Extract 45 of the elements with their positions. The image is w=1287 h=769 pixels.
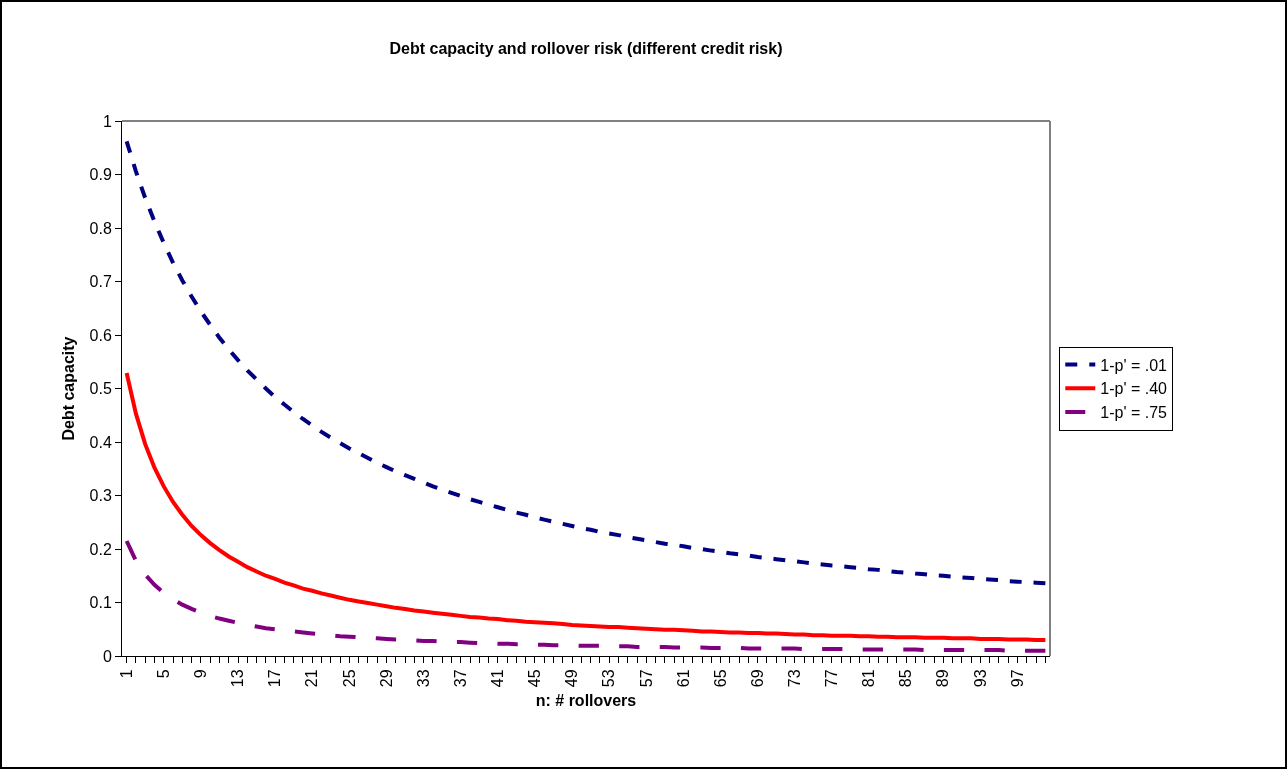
y-tick-label: 1 <box>102 112 112 130</box>
line-series <box>124 139 1048 586</box>
x-tick-label: 1 <box>117 669 135 679</box>
y-tick-label: 0.9 <box>89 166 112 184</box>
x-tick-label: 61 <box>674 669 692 688</box>
x-tick-label: 97 <box>1008 669 1026 688</box>
x-axis-title: n: # rollovers <box>535 691 637 709</box>
y-tick-label: 0.3 <box>89 487 112 505</box>
x-tick-label: 89 <box>934 669 952 688</box>
x-tick-label: 41 <box>489 669 507 688</box>
x-tick-label: 45 <box>526 669 544 688</box>
x-tick-label: 77 <box>823 669 841 688</box>
x-tick-label: 13 <box>229 669 247 688</box>
x-tick-label: 69 <box>748 669 766 688</box>
legend-label: 1-p' = .01 <box>1100 356 1168 374</box>
legend-label: 1-p' = .75 <box>1100 404 1168 422</box>
x-tick-label: 25 <box>340 669 358 688</box>
legend-label: 1-p' = .40 <box>1100 380 1168 398</box>
x-tick-label: 29 <box>377 669 395 688</box>
y-tick-label: 0 <box>102 647 112 665</box>
x-tick-label: 53 <box>600 669 618 688</box>
x-tick-label: 9 <box>192 669 210 679</box>
line-series <box>124 538 1048 653</box>
y-tick-label: 0.2 <box>89 540 112 558</box>
line-series <box>124 370 1048 642</box>
x-tick-label: 49 <box>563 669 581 688</box>
x-tick-label: 57 <box>637 669 655 688</box>
y-tick-label: 0.8 <box>89 219 112 237</box>
y-tick-label: 0.1 <box>89 594 112 612</box>
x-tick-label: 37 <box>451 669 469 688</box>
x-tick-label: 65 <box>711 669 729 688</box>
x-tick-label: 5 <box>154 669 172 679</box>
y-axis-title: Debt capacity <box>60 336 78 441</box>
y-tick-label: 0.6 <box>89 326 112 344</box>
x-tick-label: 33 <box>414 669 432 688</box>
y-tick-label: 0.7 <box>89 273 112 291</box>
x-tick-label: 93 <box>971 669 989 688</box>
chart-title: Debt capacity and rollover risk (different credit risk) <box>389 39 783 57</box>
x-tick-label: 21 <box>303 669 321 688</box>
x-tick-label: 17 <box>266 669 284 688</box>
x-tick-label: 81 <box>860 669 878 688</box>
x-tick-label: 73 <box>786 669 803 688</box>
y-tick-label: 0.5 <box>89 380 112 398</box>
y-tick-label: 0.4 <box>89 433 112 451</box>
x-tick-label: 85 <box>897 669 915 688</box>
